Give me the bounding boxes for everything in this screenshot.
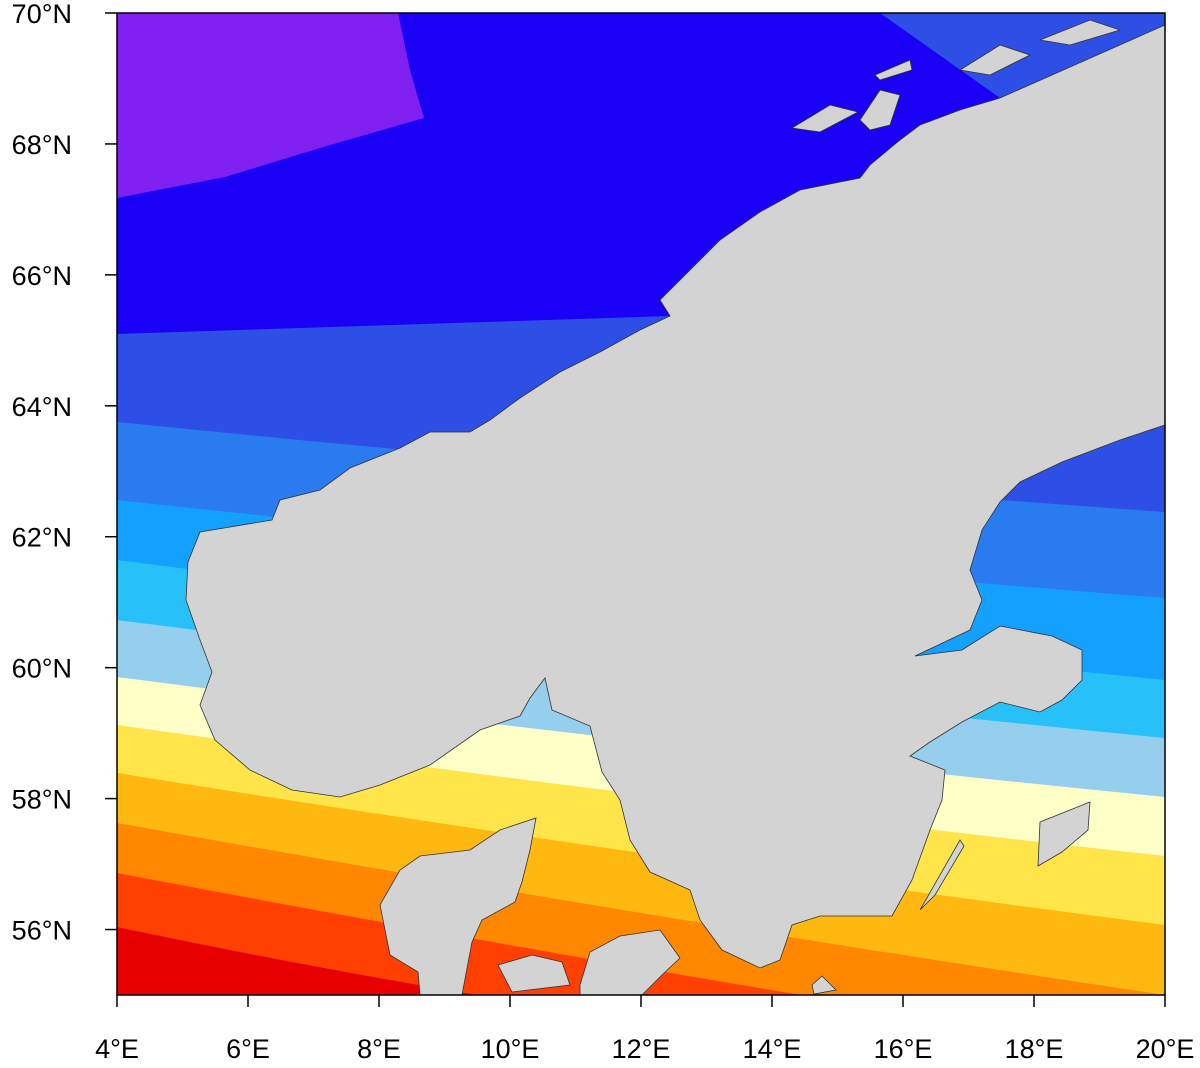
x-tick-label: 4°E bbox=[95, 1034, 139, 1064]
x-tick-label: 10°E bbox=[481, 1034, 540, 1064]
y-tick-label: 64°N bbox=[12, 392, 72, 422]
landmass-lofoten-1 bbox=[790, 104, 860, 133]
x-tick-label: 8°E bbox=[357, 1034, 401, 1064]
landmass-gotland bbox=[1037, 801, 1091, 867]
landmass-bornholm bbox=[811, 975, 837, 995]
x-tick-label: 6°E bbox=[226, 1034, 270, 1064]
x-axis: 4°E 6°E 8°E 10°E 12°E 14°E 16°E 18°E 20°E bbox=[95, 995, 1194, 1064]
landmass-oland bbox=[919, 839, 965, 911]
landmass-zealand bbox=[579, 929, 681, 995]
landmass-lofoten-3 bbox=[874, 59, 913, 81]
y-tick-label: 70°N bbox=[12, 0, 72, 29]
landmass-island-n bbox=[1038, 19, 1122, 46]
x-tick-label: 20°E bbox=[1136, 1034, 1195, 1064]
y-tick-label: 68°N bbox=[12, 130, 72, 160]
x-tick-label: 14°E bbox=[743, 1034, 802, 1064]
x-tick-label: 18°E bbox=[1005, 1034, 1064, 1064]
landmass-funen bbox=[497, 954, 571, 993]
y-tick-label: 62°N bbox=[12, 523, 72, 553]
landmass-lofoten-2 bbox=[859, 89, 901, 131]
landmass-senja bbox=[958, 44, 1032, 76]
landmass-scandinavia bbox=[185, 24, 1165, 969]
y-tick-label: 66°N bbox=[12, 261, 72, 291]
y-tick-label: 60°N bbox=[12, 654, 72, 684]
contour-band bbox=[117, 13, 424, 198]
y-tick-label: 56°N bbox=[12, 916, 72, 946]
y-axis: 70°N 68°N 66°N 64°N 62°N 60°N 58°N 56°N bbox=[12, 0, 117, 946]
x-tick-label: 16°E bbox=[874, 1034, 933, 1064]
land-mask bbox=[185, 19, 1165, 995]
y-tick-label: 58°N bbox=[12, 785, 72, 815]
x-tick-label: 12°E bbox=[612, 1034, 671, 1064]
landmass-jutland bbox=[379, 817, 537, 995]
